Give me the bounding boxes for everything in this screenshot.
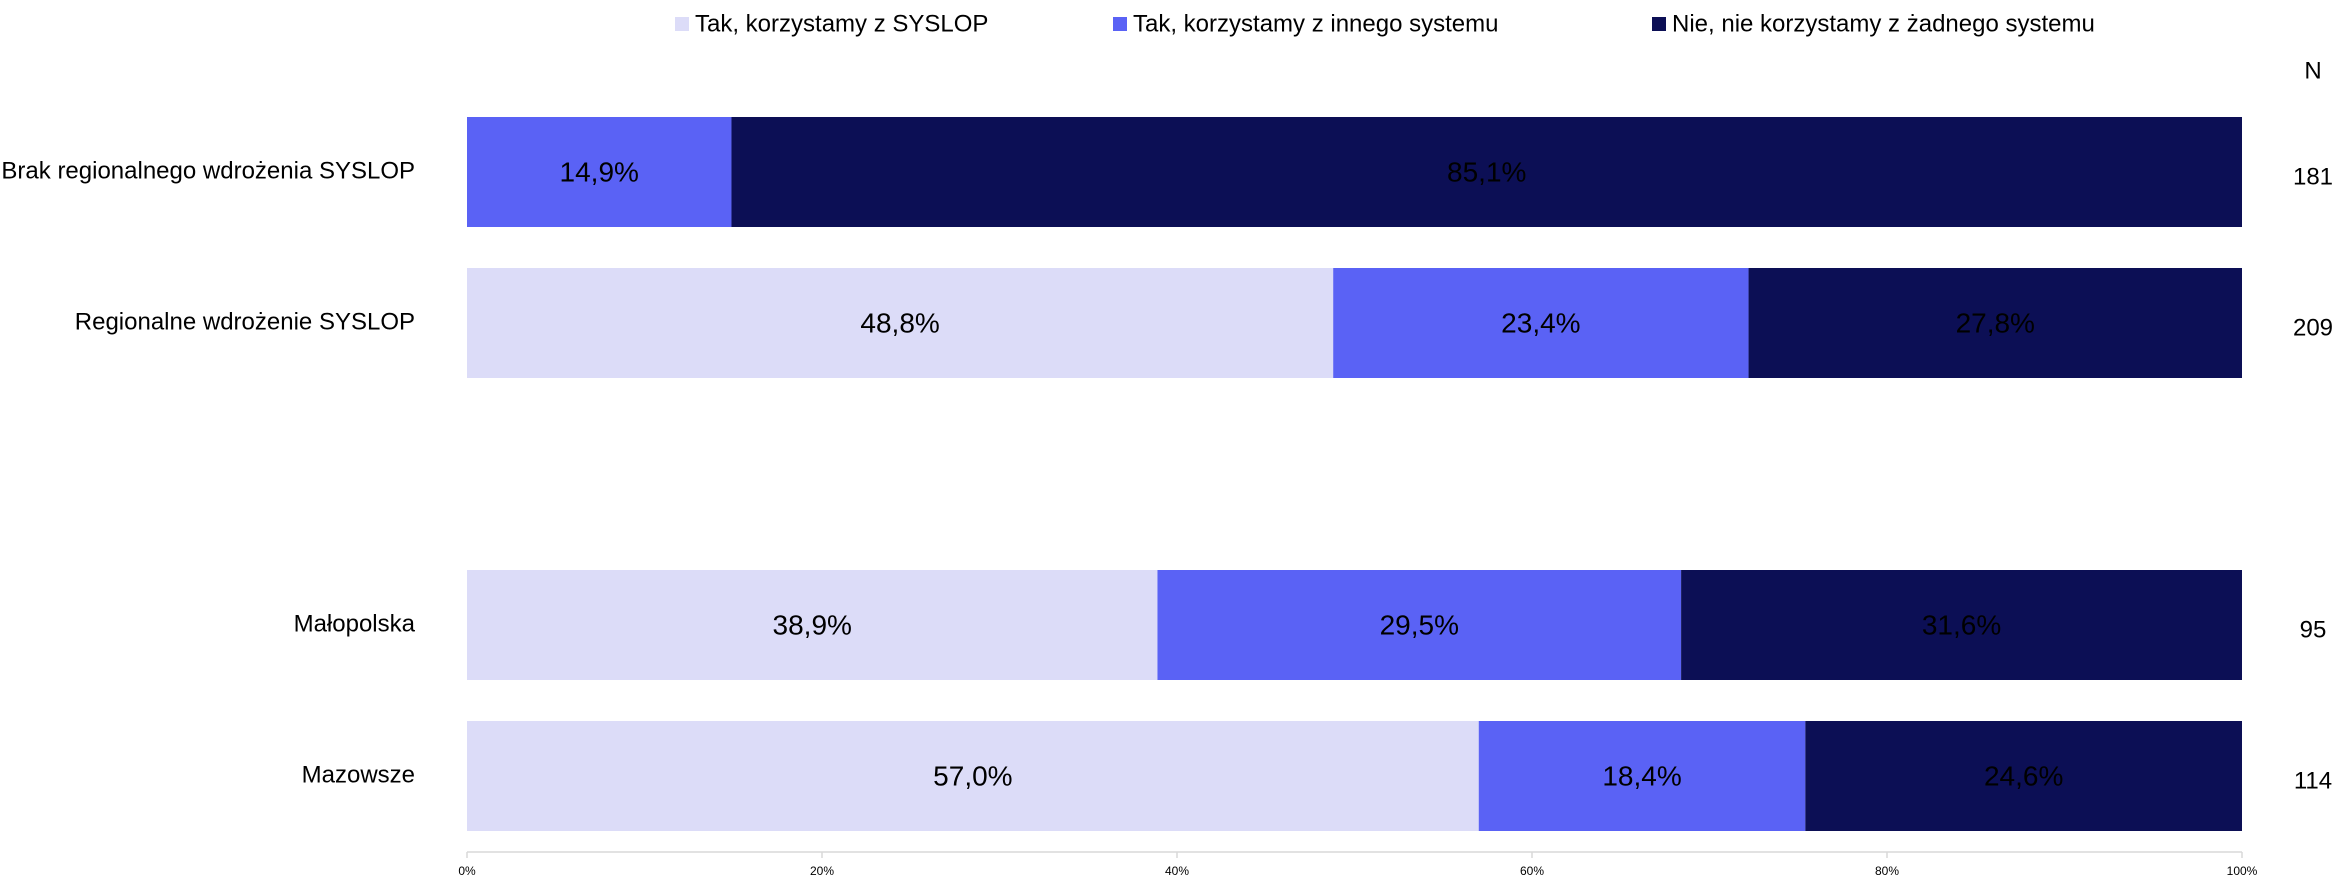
data-label: 14,9% bbox=[560, 156, 639, 187]
bar-segment bbox=[1333, 268, 1749, 378]
bar-segment bbox=[1157, 570, 1682, 680]
n-value: 114 bbox=[2294, 767, 2332, 794]
n-value: 181 bbox=[2293, 163, 2333, 190]
data-label: 24,6% bbox=[1984, 760, 2063, 791]
x-tick-label: 80% bbox=[1875, 864, 1899, 878]
data-label: 27,8% bbox=[1956, 307, 2035, 338]
legend-label: Nie, nie korzystamy z żadnego systemu bbox=[1672, 10, 2095, 37]
data-label: 31,6% bbox=[1922, 609, 2001, 640]
bar-segment bbox=[1478, 721, 1806, 831]
bar-segment bbox=[467, 268, 1334, 378]
legend-label: Tak, korzystamy z innego systemu bbox=[1133, 10, 1498, 37]
x-tick-label: 100% bbox=[2227, 864, 2258, 878]
x-tick-label: 40% bbox=[1165, 864, 1189, 878]
category-label: Regionalne wdrożenie SYSLOP bbox=[75, 308, 415, 335]
n-value: 209 bbox=[2293, 314, 2333, 341]
legend-swatch bbox=[1113, 17, 1127, 31]
data-label: 85,1% bbox=[1447, 156, 1526, 187]
bar-segment bbox=[467, 570, 1158, 680]
x-tick-label: 0% bbox=[458, 864, 476, 878]
data-label: 29,5% bbox=[1380, 609, 1459, 640]
n-header: N bbox=[2304, 57, 2321, 84]
data-label: 18,4% bbox=[1602, 760, 1681, 791]
category-label: Brak regionalnego wdrożenia SYSLOP bbox=[1, 157, 415, 184]
n-value: 95 bbox=[2300, 616, 2327, 643]
x-tick-label: 60% bbox=[1520, 864, 1544, 878]
data-label: 57,0% bbox=[933, 760, 1012, 791]
bar-segment bbox=[1805, 721, 2242, 831]
category-label: Mazowsze bbox=[302, 761, 415, 788]
x-tick-label: 20% bbox=[810, 864, 834, 878]
bar-segment bbox=[467, 721, 1479, 831]
category-label: Małopolska bbox=[294, 610, 416, 637]
data-label: 38,9% bbox=[773, 609, 852, 640]
bar-segment bbox=[1681, 570, 2242, 680]
bar-segment bbox=[731, 117, 2242, 227]
legend-label: Tak, korzystamy z SYSLOP bbox=[695, 10, 988, 37]
data-label: 48,8% bbox=[860, 307, 939, 338]
bar-segment bbox=[467, 117, 732, 227]
bar-segment bbox=[1748, 268, 2242, 378]
legend-swatch bbox=[675, 17, 689, 31]
data-label: 23,4% bbox=[1501, 307, 1580, 338]
legend-swatch bbox=[1652, 17, 1666, 31]
